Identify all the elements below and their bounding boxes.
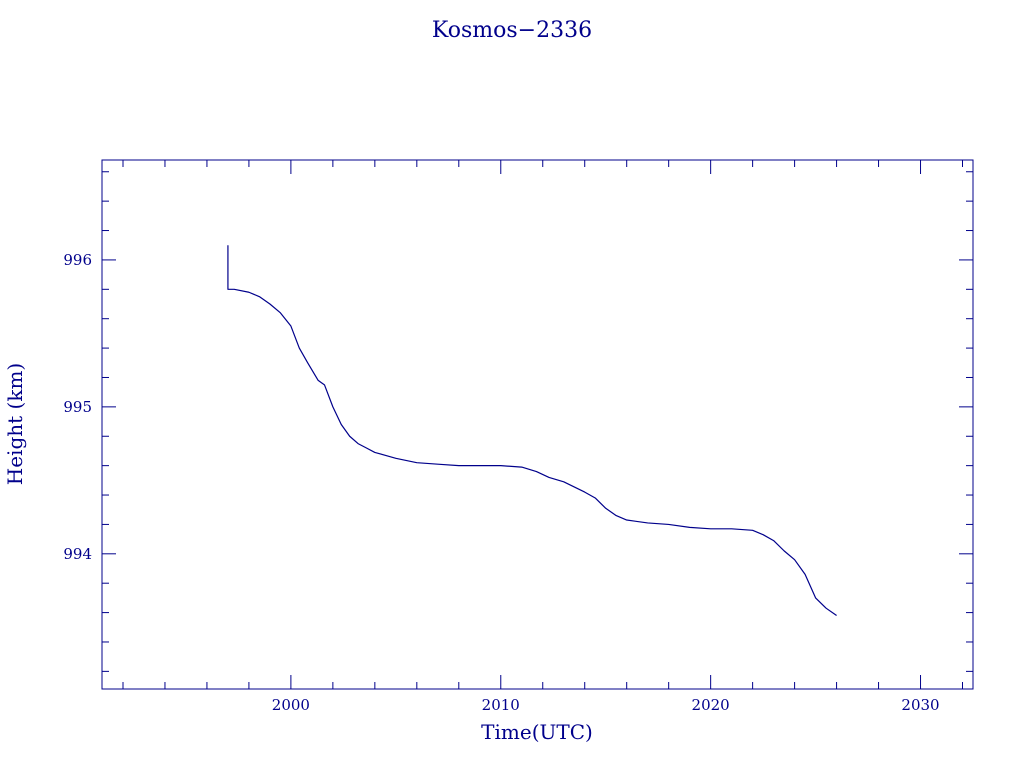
y-axis-label: Height (km) — [3, 363, 27, 485]
x-tick-label: 2000 — [272, 696, 310, 714]
plot-area-frame — [101, 159, 974, 690]
axis-ticks — [102, 160, 973, 689]
y-tick-label: 994 — [63, 545, 92, 563]
height-series-line — [227, 245, 837, 617]
x-axis-label: Time(UTC) — [481, 720, 593, 744]
tick-labels: 2000 2010 2020 2030 994 995 996 — [63, 251, 939, 714]
chart-title: Kosmos−2336 — [432, 18, 592, 43]
x-tick-label: 2030 — [901, 696, 939, 714]
x-tick-label: 2010 — [482, 696, 520, 714]
y-tick-label: 996 — [63, 251, 92, 269]
y-tick-label: 995 — [63, 398, 92, 416]
x-tick-label: 2020 — [692, 696, 730, 714]
